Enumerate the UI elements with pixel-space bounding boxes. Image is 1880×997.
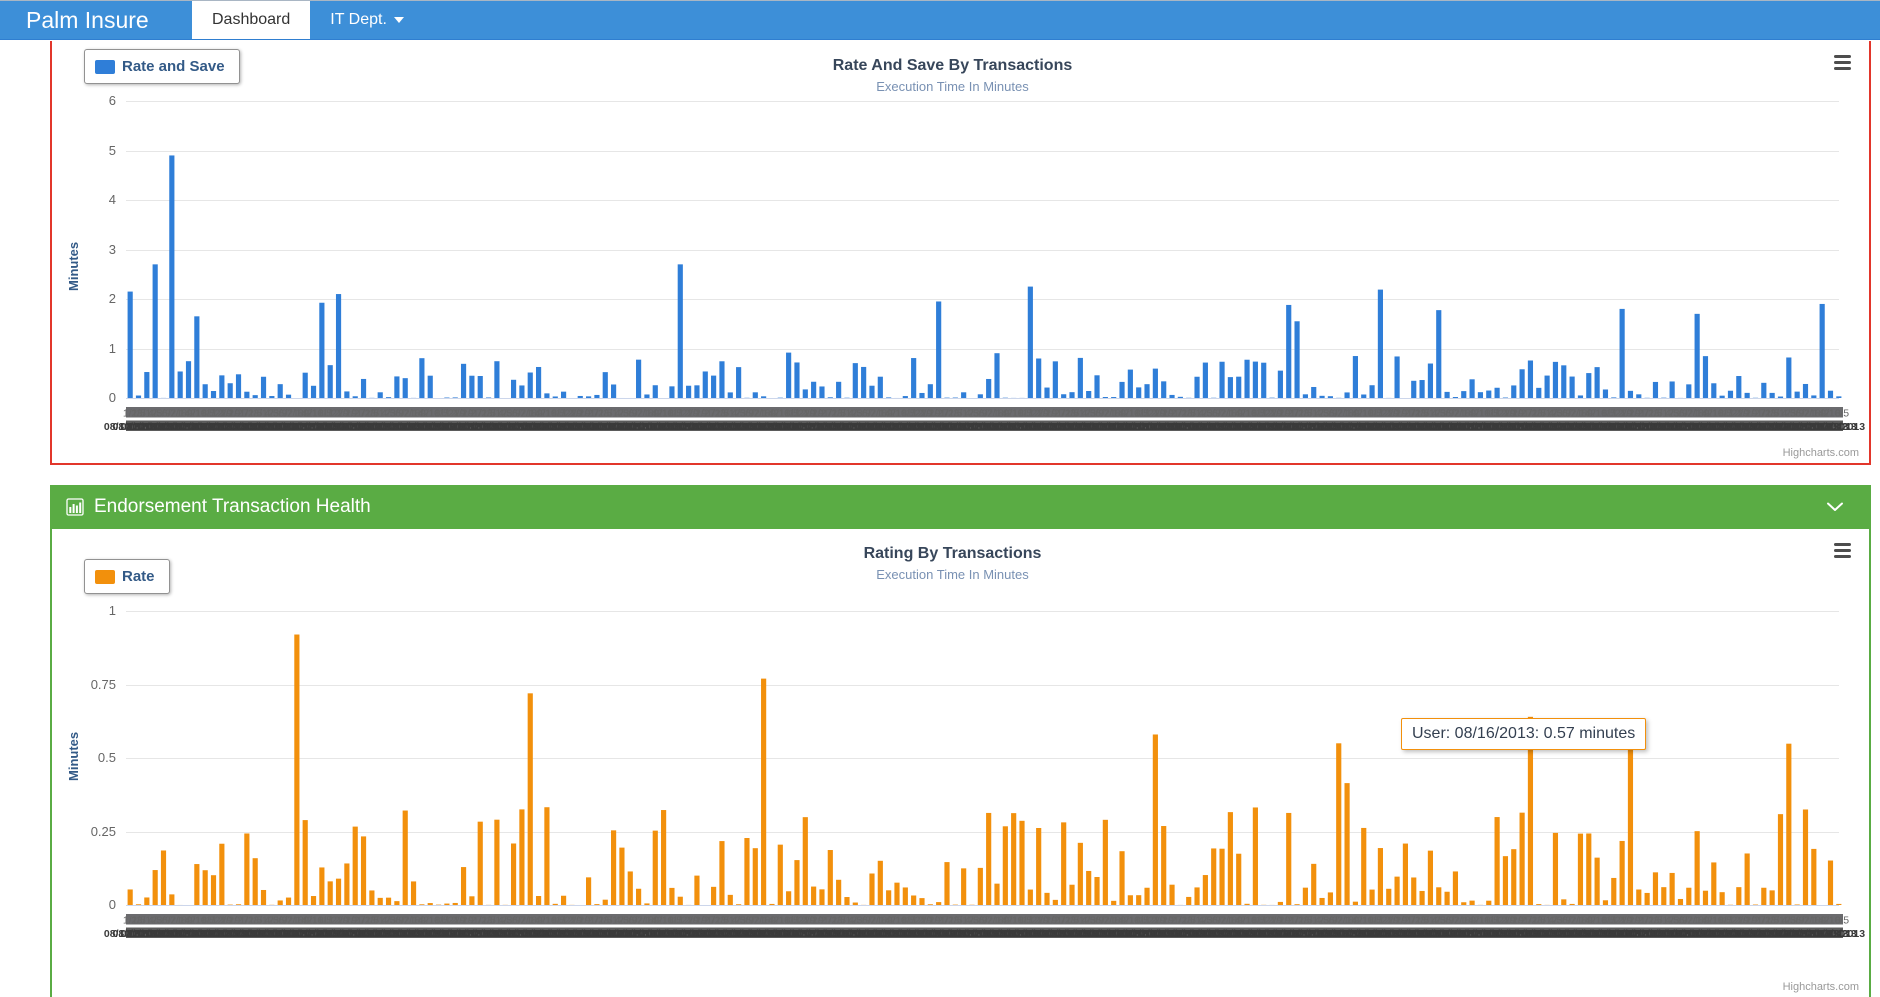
svg-text:08/15/2013: 08/15/2013 xyxy=(1813,928,1866,940)
svg-text:08/15/2013: 08/15/2013 xyxy=(1813,421,1866,433)
svg-text:10/5: 10/5 xyxy=(1829,408,1850,420)
svg-text:10/5: 10/5 xyxy=(1829,915,1850,927)
